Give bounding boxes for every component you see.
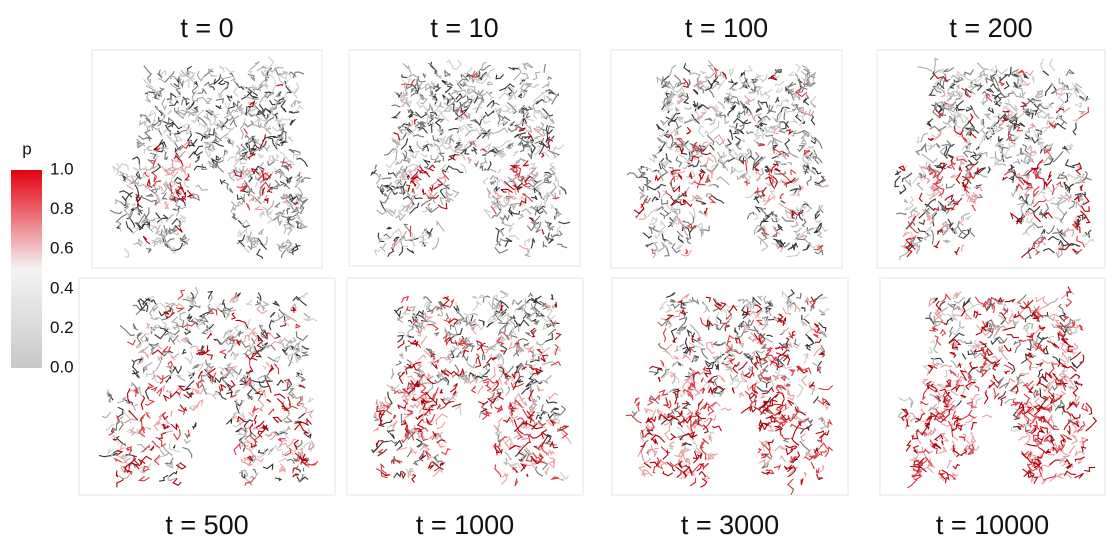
panel-label: t = 200 [949,13,1032,43]
molecule-strands [373,59,565,256]
panel-frame [78,277,336,496]
panel-label: t = 10000 [936,510,1049,540]
molecule-strands [901,58,1094,253]
molecule-strands [101,286,315,486]
panel-label: t = 10 [430,13,498,43]
molecule-strands [119,293,315,473]
colorbar-title: p [22,139,31,158]
molecule-strands [900,286,1098,484]
panel-label: t = 1000 [416,510,514,540]
panel-label: t = 3000 [681,510,779,540]
colorbar-tick-label: 0.8 [50,199,74,218]
molecule-strands [401,71,560,237]
molecule-strands [135,84,299,245]
molecule-strands [640,66,824,255]
panel-frame [876,49,1106,269]
molecule-strands [643,63,829,258]
molecule-strands [633,71,804,219]
molecule-strands [98,290,312,483]
panel-frame [879,277,1106,496]
panel-label: t = 500 [165,510,248,540]
colorbar-tick-label: 0.2 [50,318,74,337]
colorbar-tick-label: 0.4 [50,278,74,297]
molecule-strands [112,306,312,488]
colorbar-tick-label: 0.6 [50,239,74,258]
molecule-strands [109,65,311,259]
colorbar [11,170,42,368]
molecule-strands [114,61,308,253]
colorbar-tick-label: 1.0 [50,159,74,178]
molecule-strands [907,293,1089,489]
panel-label: t = 0 [180,13,233,43]
molecule-strands [143,127,293,211]
molecule-strands [393,118,554,235]
molecule-strands [626,68,826,257]
molecule-strands [897,72,1091,259]
molecule-strands [640,296,831,488]
molecule-strands [625,298,834,496]
molecule-strands [907,69,1089,256]
colorbar-tick-label: 0.0 [50,357,74,376]
molecule-strands [374,61,562,258]
panel-label: t = 100 [685,13,768,43]
molecule-strands [375,296,570,483]
